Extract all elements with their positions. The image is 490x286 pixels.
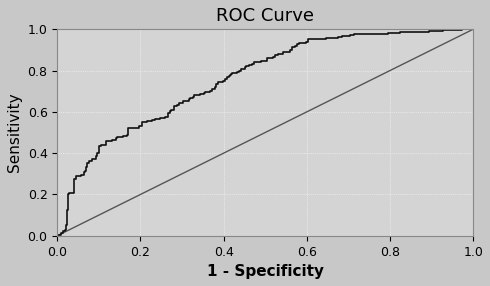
Y-axis label: Sensitivity: Sensitivity	[7, 93, 22, 172]
Title: ROC Curve: ROC Curve	[216, 7, 314, 25]
X-axis label: 1 - Specificity: 1 - Specificity	[207, 264, 324, 279]
